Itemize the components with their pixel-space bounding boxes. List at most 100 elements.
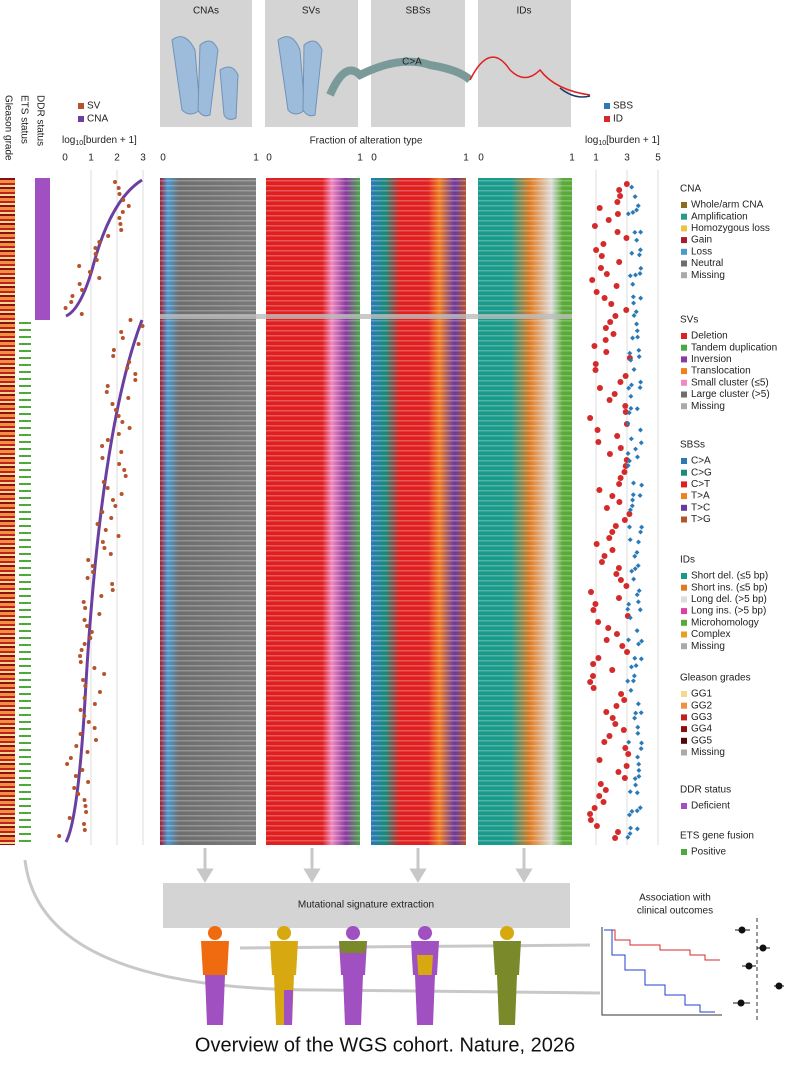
dot <box>113 408 118 412</box>
dot <box>627 524 632 530</box>
dot <box>634 790 640 796</box>
legend-label: Deficient <box>691 801 730 812</box>
dot <box>638 295 644 301</box>
legend-label: Microhomology <box>691 617 759 628</box>
legend-label: Whole/arm CNA <box>691 200 764 211</box>
dot <box>91 570 96 574</box>
dot <box>616 481 623 487</box>
dot <box>636 767 642 773</box>
dot <box>603 349 610 355</box>
dot <box>598 253 605 259</box>
dot <box>627 537 633 543</box>
dot <box>629 250 635 256</box>
legend-swatch <box>681 272 687 279</box>
dot <box>93 252 98 256</box>
dot <box>84 810 89 814</box>
dot <box>587 679 594 685</box>
dot <box>118 222 123 226</box>
dot <box>612 835 619 841</box>
tick-label: 1 <box>593 153 599 164</box>
association-label: Association with <box>639 893 711 904</box>
dot <box>68 756 73 760</box>
dot <box>633 309 639 315</box>
dot <box>615 595 622 601</box>
dot <box>612 523 619 529</box>
dot <box>629 808 635 814</box>
panel-title: CNAs <box>193 6 219 17</box>
dot <box>97 276 102 280</box>
dot <box>637 805 643 811</box>
column-label: ETS status <box>18 95 29 144</box>
legend-label: T>G <box>691 514 711 525</box>
legend-title: DDR status <box>680 785 731 796</box>
legend-swatch <box>681 344 687 351</box>
dot <box>600 241 607 247</box>
dot <box>635 599 641 605</box>
dot <box>615 769 622 775</box>
legend-label: GG5 <box>691 735 713 746</box>
dot <box>630 281 636 287</box>
dot <box>590 661 597 667</box>
legend-swatch <box>681 403 687 410</box>
legend-label: ID <box>613 114 623 125</box>
dot <box>101 480 106 484</box>
dot <box>93 246 98 250</box>
dot <box>617 577 624 583</box>
dot <box>587 415 594 421</box>
dot <box>126 396 131 400</box>
dot <box>606 535 613 541</box>
dot <box>120 210 125 214</box>
dot <box>614 199 621 205</box>
dot <box>89 630 94 634</box>
legend-label: Missing <box>691 270 725 281</box>
dot <box>635 730 641 736</box>
dot <box>634 592 640 598</box>
dot <box>592 361 599 367</box>
dot <box>600 799 607 805</box>
dot <box>113 180 118 184</box>
legend-label: Deletion <box>691 331 728 342</box>
legend-swatch <box>604 116 610 122</box>
dot <box>628 393 634 399</box>
legend-swatch <box>681 356 687 363</box>
dot <box>635 754 641 760</box>
dot <box>117 462 122 466</box>
dot <box>116 414 121 418</box>
dot <box>619 643 626 649</box>
dot <box>632 553 638 559</box>
dot <box>601 553 608 559</box>
dot <box>625 834 631 840</box>
dot <box>634 628 640 634</box>
legend-swatch <box>681 849 687 855</box>
legend-swatch <box>681 458 687 464</box>
dot <box>86 558 91 562</box>
tick-label: 1 <box>357 153 363 164</box>
dot <box>603 505 610 511</box>
dot <box>122 468 127 472</box>
legend-swatch <box>78 116 84 122</box>
dot <box>595 619 602 625</box>
dot <box>82 618 87 622</box>
dot <box>625 606 631 612</box>
dot <box>614 211 621 217</box>
dot <box>636 641 642 647</box>
tick-label: 0 <box>371 153 377 164</box>
dot <box>635 454 640 460</box>
dot <box>82 822 87 826</box>
legend-swatch <box>681 584 687 591</box>
tick-label: 5 <box>655 153 661 164</box>
dot <box>630 335 636 341</box>
axis-title-part: log <box>585 135 598 146</box>
dot <box>616 499 623 505</box>
dot <box>605 217 612 223</box>
dot <box>633 782 639 788</box>
dot <box>80 768 85 772</box>
dot <box>104 390 109 394</box>
dot <box>82 828 87 832</box>
legend-swatch <box>681 237 687 244</box>
dot <box>593 541 600 547</box>
dot <box>614 829 621 835</box>
legend-swatch <box>681 516 687 523</box>
dot <box>638 746 644 752</box>
legend-title: SBSs <box>680 440 705 451</box>
